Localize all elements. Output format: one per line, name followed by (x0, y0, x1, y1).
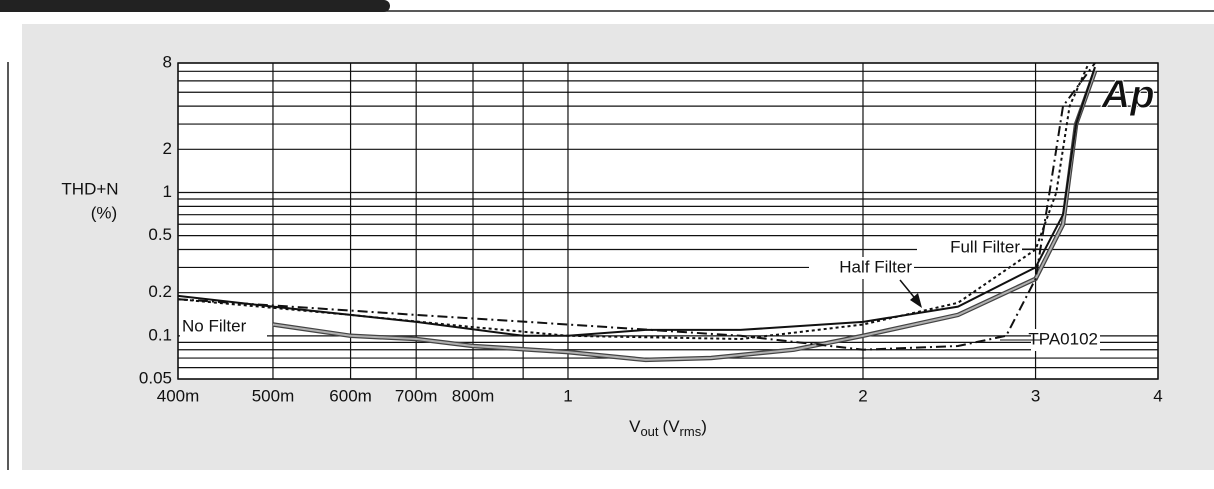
y-tick-label: 0.1 (148, 325, 172, 344)
x-tick-label: 600m (329, 386, 372, 405)
header-tab-corner (0, 0, 40, 12)
x-tick-label: 2 (858, 386, 867, 405)
logo: Ap (1100, 73, 1154, 117)
x-tick-label: 3 (1031, 386, 1040, 405)
label-bg (809, 257, 914, 279)
plot-area (177, 62, 1159, 380)
series-label: TPA0102 (1028, 329, 1098, 348)
x-tick-label: 400m (157, 386, 200, 405)
y-tick-label: 0.5 (148, 225, 172, 244)
y-tick-label: 0.2 (148, 282, 172, 301)
y-label: (%) (91, 203, 117, 222)
series-line (177, 66, 1096, 337)
label-bg (1031, 329, 1100, 351)
x-tick-label: 700m (395, 386, 438, 405)
y-tick-label: 2 (163, 139, 172, 158)
y-label: THD+N (61, 179, 118, 198)
y-tick-label: 1 (163, 182, 172, 201)
x-tick-label: 800m (452, 386, 495, 405)
header-tab (0, 0, 390, 12)
series-line (177, 62, 1096, 351)
lines (177, 62, 1098, 363)
series-label: Half Filter (839, 257, 912, 276)
series-label: Full Filter (950, 237, 1020, 256)
x-tick-label: 4 (1153, 386, 1162, 405)
x-tick-label: 500m (252, 386, 295, 405)
y-tick-label: 8 (163, 52, 172, 71)
label-bg (180, 316, 267, 338)
pointer-head (910, 293, 922, 308)
label-bg (917, 237, 1022, 259)
x-tick-label: 1 (563, 386, 572, 405)
x-label: Vout (Vrms) (629, 417, 707, 439)
y-tick-label: 0.05 (139, 368, 172, 387)
series-label: No Filter (182, 316, 247, 335)
series-line (177, 62, 1090, 341)
series-line (272, 70, 1096, 361)
